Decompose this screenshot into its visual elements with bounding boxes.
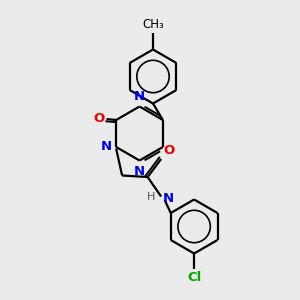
Text: N: N <box>134 165 145 178</box>
Text: Cl: Cl <box>187 271 201 284</box>
Text: H: H <box>147 192 156 202</box>
Text: O: O <box>93 112 104 125</box>
Text: N: N <box>163 191 174 205</box>
Text: CH₃: CH₃ <box>142 18 164 31</box>
Text: N: N <box>101 140 112 154</box>
Text: O: O <box>164 144 175 157</box>
Text: N: N <box>133 90 145 103</box>
